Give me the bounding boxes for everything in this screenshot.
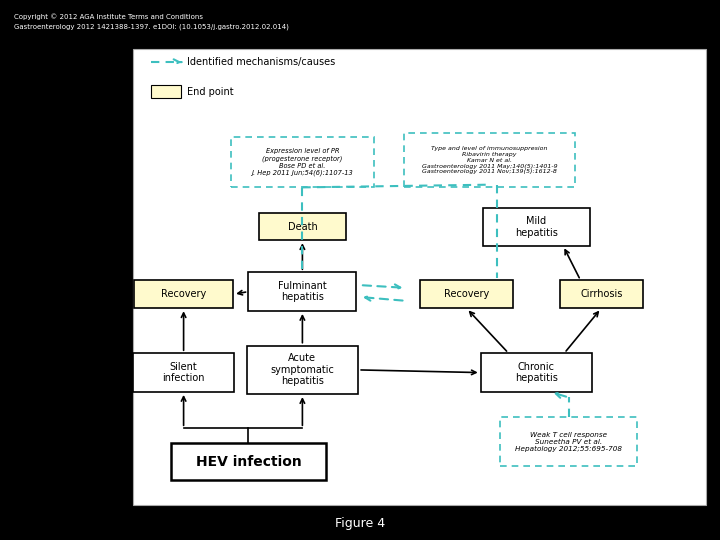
FancyBboxPatch shape	[420, 280, 513, 308]
Text: Silent
infection: Silent infection	[162, 362, 205, 383]
Text: Type and level of immunosuppresion
Ribavirin therapy
Kamar N et al.
Gastroentero: Type and level of immunosuppresion Ribav…	[422, 146, 557, 174]
FancyBboxPatch shape	[483, 208, 590, 246]
Text: End point: End point	[187, 87, 234, 97]
Text: Weak T cell response
Suneetha PV et al.
Hepatology 2012;55:695-708: Weak T cell response Suneetha PV et al. …	[516, 431, 622, 452]
Text: Death: Death	[287, 222, 318, 232]
FancyBboxPatch shape	[404, 133, 575, 187]
Text: Mild
hepatitis: Mild hepatitis	[515, 216, 558, 238]
FancyBboxPatch shape	[500, 417, 637, 466]
FancyBboxPatch shape	[481, 353, 593, 392]
Text: Recovery: Recovery	[161, 289, 206, 299]
FancyBboxPatch shape	[259, 213, 346, 240]
FancyBboxPatch shape	[560, 280, 643, 308]
Text: Gastroenterology 2012 1421388-1397. e1DOI: (10.1053/j.gastro.2012.02.014): Gastroenterology 2012 1421388-1397. e1DO…	[14, 24, 289, 30]
FancyBboxPatch shape	[151, 85, 181, 98]
FancyBboxPatch shape	[231, 137, 374, 187]
Text: Expression level of PR
(progesterone receptor)
Bose PD et al.
J. Hep 2011 Jun;54: Expression level of PR (progesterone rec…	[251, 148, 354, 176]
FancyBboxPatch shape	[248, 272, 356, 311]
Text: Recovery: Recovery	[444, 289, 489, 299]
Text: Acute
symptomatic
hepatitis: Acute symptomatic hepatitis	[271, 353, 334, 387]
FancyBboxPatch shape	[246, 346, 358, 394]
Text: Chronic
hepatitis: Chronic hepatitis	[515, 362, 558, 383]
FancyBboxPatch shape	[133, 353, 234, 392]
Text: Cirrhosis: Cirrhosis	[580, 289, 622, 299]
Text: HEV infection: HEV infection	[196, 455, 301, 469]
Text: Copyright © 2012 AGA Institute Terms and Conditions: Copyright © 2012 AGA Institute Terms and…	[14, 13, 204, 19]
FancyBboxPatch shape	[134, 280, 233, 308]
FancyBboxPatch shape	[133, 49, 706, 505]
Text: Fulminant
hepatitis: Fulminant hepatitis	[278, 281, 327, 302]
Text: Figure 4: Figure 4	[335, 517, 385, 530]
FancyBboxPatch shape	[171, 443, 325, 480]
Text: Identified mechanisms/causes: Identified mechanisms/causes	[187, 57, 336, 67]
